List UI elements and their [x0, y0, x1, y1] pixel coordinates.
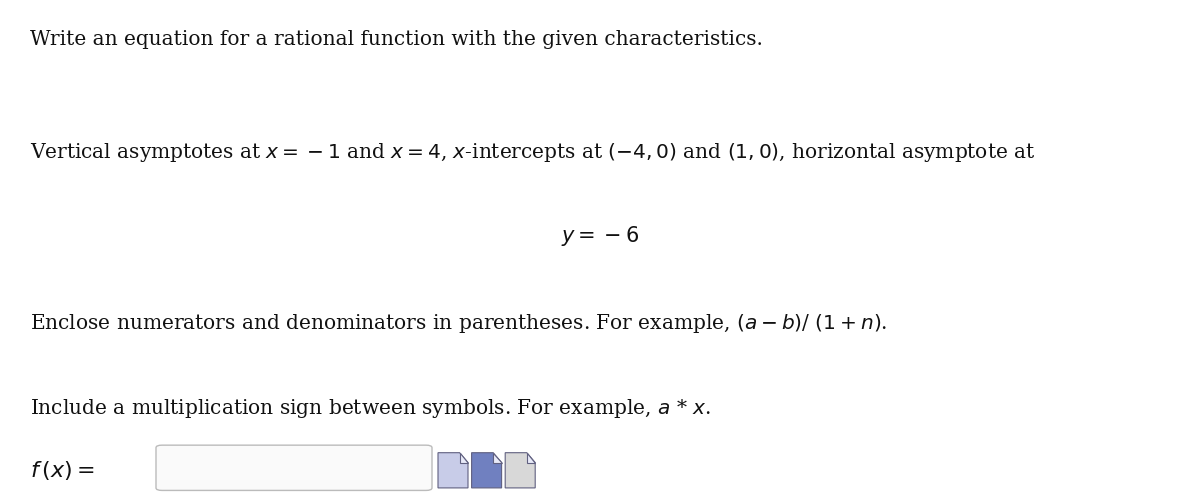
Text: Enclose numerators and denominators in parentheses. For example, $(a-b)$/ $(1+n): Enclose numerators and denominators in p…	[30, 312, 888, 335]
Polygon shape	[460, 453, 468, 463]
FancyBboxPatch shape	[156, 445, 432, 490]
Text: Include a multiplication sign between symbols. For example, $a$ * $x$.: Include a multiplication sign between sy…	[30, 397, 710, 421]
Polygon shape	[493, 453, 502, 463]
Text: $y=-6$: $y=-6$	[560, 224, 640, 248]
Polygon shape	[505, 453, 535, 488]
Polygon shape	[472, 453, 502, 488]
Polygon shape	[438, 453, 468, 488]
Text: Vertical asymptotes at $x=-1$ and $x=4$, $x$-intercepts at $(-4,0)$ and $(1,0)$,: Vertical asymptotes at $x=-1$ and $x=4$,…	[30, 141, 1036, 164]
Text: $f\,(x) =$: $f\,(x) =$	[30, 459, 95, 482]
Polygon shape	[527, 453, 535, 463]
Text: Write an equation for a rational function with the given characteristics.: Write an equation for a rational functio…	[30, 30, 763, 49]
